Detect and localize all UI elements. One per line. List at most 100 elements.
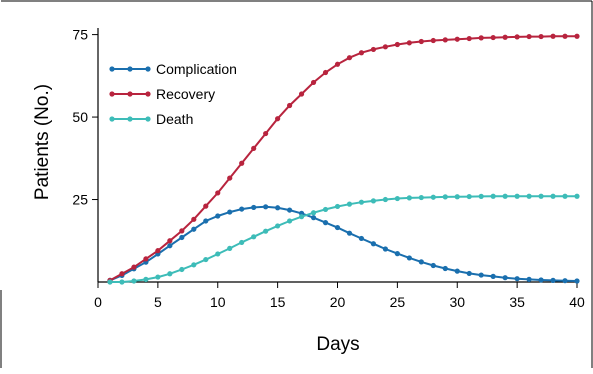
data-point-complication — [442, 265, 448, 272]
legend-marker — [127, 66, 133, 72]
legend-item-complication: Complication — [109, 61, 237, 77]
data-point-recovery — [334, 61, 341, 67]
data-point-recovery — [287, 102, 293, 109]
legend-marker — [109, 66, 115, 72]
data-point-complication — [179, 234, 185, 241]
data-point-death — [466, 193, 472, 200]
data-point-death — [251, 234, 257, 240]
data-point-complication — [287, 207, 293, 213]
data-point-recovery — [430, 37, 436, 44]
data-point-recovery — [370, 46, 377, 53]
data-point-death — [287, 218, 293, 224]
data-point-complication — [526, 276, 532, 282]
data-point-complication — [227, 209, 233, 215]
data-point-death — [107, 279, 113, 285]
data-point-complication — [550, 277, 556, 283]
data-point-death — [191, 262, 197, 268]
data-point-recovery — [322, 69, 329, 76]
data-point-complication — [418, 259, 424, 265]
data-point-death — [263, 228, 269, 234]
y-tick-label: 75 — [72, 27, 88, 43]
data-point-death — [131, 278, 137, 284]
data-point-complication — [322, 220, 329, 226]
data-point-recovery — [275, 116, 281, 122]
data-point-death — [346, 201, 353, 207]
data-point-recovery — [227, 175, 233, 181]
data-point-recovery — [466, 35, 472, 42]
data-point-death — [239, 239, 245, 246]
data-point-recovery — [550, 33, 556, 39]
series-layer — [107, 33, 580, 285]
data-point-recovery — [514, 34, 520, 40]
data-point-death — [143, 276, 149, 282]
data-point-recovery — [538, 33, 544, 40]
data-point-recovery — [562, 33, 568, 39]
data-point-death — [203, 256, 209, 263]
data-point-complication — [239, 206, 245, 212]
data-point-complication — [203, 218, 209, 224]
data-point-recovery — [179, 228, 185, 234]
data-point-recovery — [155, 248, 161, 254]
legend-marker — [145, 66, 151, 72]
data-point-recovery — [358, 50, 365, 56]
data-point-recovery — [526, 33, 532, 40]
legend-marker — [109, 116, 115, 122]
x-tick-label: 5 — [154, 294, 162, 310]
data-point-death — [322, 206, 329, 213]
data-point-recovery — [167, 238, 173, 244]
data-point-complication — [502, 275, 508, 281]
data-point-death — [526, 193, 532, 199]
data-point-complication — [346, 230, 353, 236]
x-tick-label: 15 — [270, 294, 286, 310]
data-point-death — [275, 223, 281, 229]
data-point-complication — [191, 226, 197, 232]
x-tick-label: 20 — [330, 294, 346, 310]
data-point-recovery — [502, 34, 508, 40]
data-point-recovery — [203, 203, 209, 209]
data-point-recovery — [310, 79, 317, 86]
data-point-death — [550, 193, 556, 199]
data-point-recovery — [574, 33, 580, 39]
data-point-death — [490, 193, 496, 199]
x-tick-label: 25 — [390, 294, 406, 310]
axes: 0 5 10 15 20 25 30 35 40 25 50 75 — [72, 27, 585, 310]
legend-marker — [145, 116, 151, 122]
data-point-recovery — [215, 190, 221, 196]
data-point-complication — [167, 243, 173, 249]
data-point-complication — [310, 215, 317, 221]
data-point-complication — [215, 213, 221, 219]
data-point-complication — [394, 251, 400, 257]
data-point-complication — [490, 273, 496, 279]
data-point-recovery — [454, 36, 460, 42]
data-point-death — [442, 194, 448, 200]
series-line-recovery — [109, 35, 577, 282]
x-tick-label: 10 — [210, 294, 226, 310]
data-point-recovery — [406, 40, 412, 46]
x-tick-label: 0 — [94, 294, 102, 310]
data-point-death — [382, 196, 388, 203]
data-point-recovery — [119, 271, 125, 277]
data-point-complication — [251, 204, 257, 211]
data-point-complication — [263, 204, 269, 210]
x-tick-label: 35 — [509, 294, 525, 310]
data-point-death — [514, 193, 520, 199]
data-point-recovery — [418, 38, 424, 45]
data-point-death — [502, 193, 508, 199]
data-point-complication — [334, 224, 341, 231]
data-point-death — [538, 193, 544, 199]
data-point-recovery — [143, 256, 149, 262]
data-point-death — [179, 266, 185, 273]
series-line-death — [110, 195, 577, 283]
data-point-complication — [466, 270, 472, 277]
data-point-recovery — [490, 34, 496, 41]
data-point-death — [167, 271, 173, 277]
series-line-complication — [109, 205, 578, 282]
y-axis-title: Patients (No.) — [32, 84, 53, 200]
x-tick-label: 30 — [449, 294, 465, 310]
data-point-complication — [382, 246, 388, 252]
data-point-complication — [514, 276, 520, 282]
data-point-death — [119, 279, 125, 285]
data-point-death — [310, 210, 317, 216]
data-point-death — [574, 193, 580, 199]
